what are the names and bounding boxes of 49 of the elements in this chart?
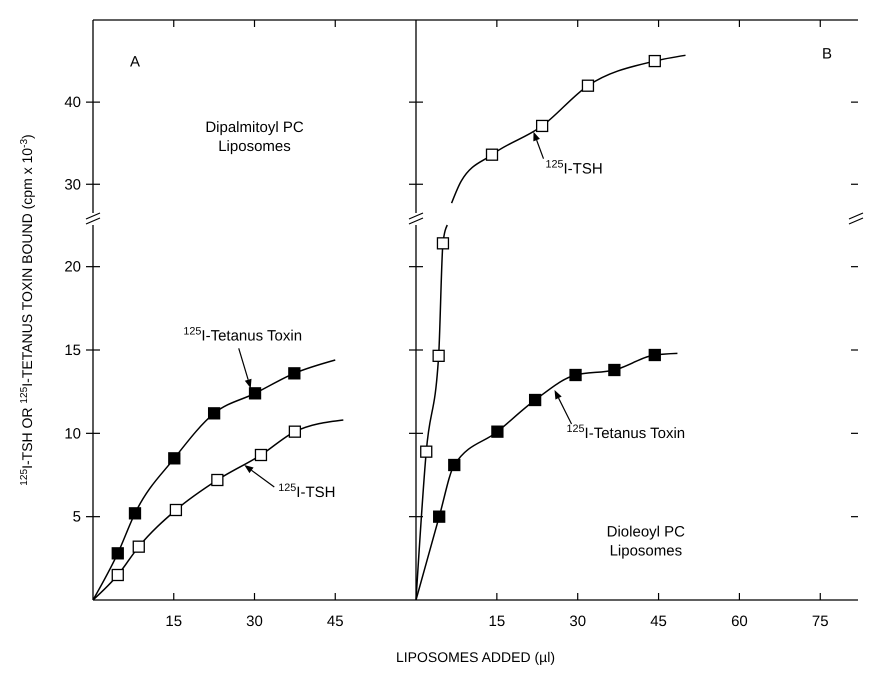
point — [528, 394, 542, 406]
point — [420, 446, 432, 458]
point — [132, 540, 145, 553]
x-axis-title: LIPOSOMES ADDED (µl) — [396, 649, 555, 665]
x-tick-label: 15 — [165, 613, 182, 630]
annotation: $^{125}$I-Tetanus Toxin — [183, 325, 302, 344]
point — [486, 148, 498, 161]
annotation: $^{125}$I-TSH — [546, 158, 603, 178]
annotation: Dioleoyl PC Liposomes — [606, 523, 686, 560]
y-tick-label: 20 — [64, 258, 81, 276]
x-tick-label: 75 — [812, 613, 829, 630]
x-tick-label: 45 — [650, 613, 667, 630]
point — [648, 54, 661, 68]
point — [112, 568, 124, 582]
x-tick-label: 30 — [246, 613, 263, 630]
annotation: $^{125}$I-TSH — [278, 482, 336, 501]
y-tick-label: 5 — [72, 508, 81, 526]
point — [168, 452, 180, 464]
point — [536, 120, 548, 132]
point — [288, 426, 302, 438]
point — [448, 458, 460, 472]
x-tick-label: 15 — [488, 613, 506, 630]
point — [436, 237, 450, 250]
point — [208, 407, 220, 420]
point — [582, 80, 594, 92]
x-tick-label: 30 — [569, 613, 586, 630]
annotation: A — [130, 53, 140, 70]
x-tick-label: 45 — [326, 613, 344, 630]
x-tick-label: 60 — [731, 613, 748, 630]
point — [128, 507, 142, 520]
point — [211, 474, 224, 486]
point — [648, 348, 661, 362]
point — [248, 387, 262, 400]
point — [491, 426, 504, 438]
point — [112, 547, 124, 560]
point — [170, 504, 182, 516]
point — [433, 510, 446, 523]
point — [608, 364, 621, 376]
y-tick-label: 10 — [64, 425, 81, 442]
y-tick-label: 40 — [64, 94, 81, 112]
y-tick-label: 15 — [64, 342, 81, 359]
point — [254, 448, 268, 462]
point — [288, 367, 300, 380]
point — [432, 350, 445, 362]
y-tick-label: 30 — [64, 176, 81, 194]
annotation: B — [822, 46, 832, 63]
annotation: Dipalmitoyl PC Liposomes — [205, 118, 304, 155]
annotation: $^{125}$I-Tetanus Toxin — [566, 423, 686, 442]
point — [569, 368, 582, 382]
